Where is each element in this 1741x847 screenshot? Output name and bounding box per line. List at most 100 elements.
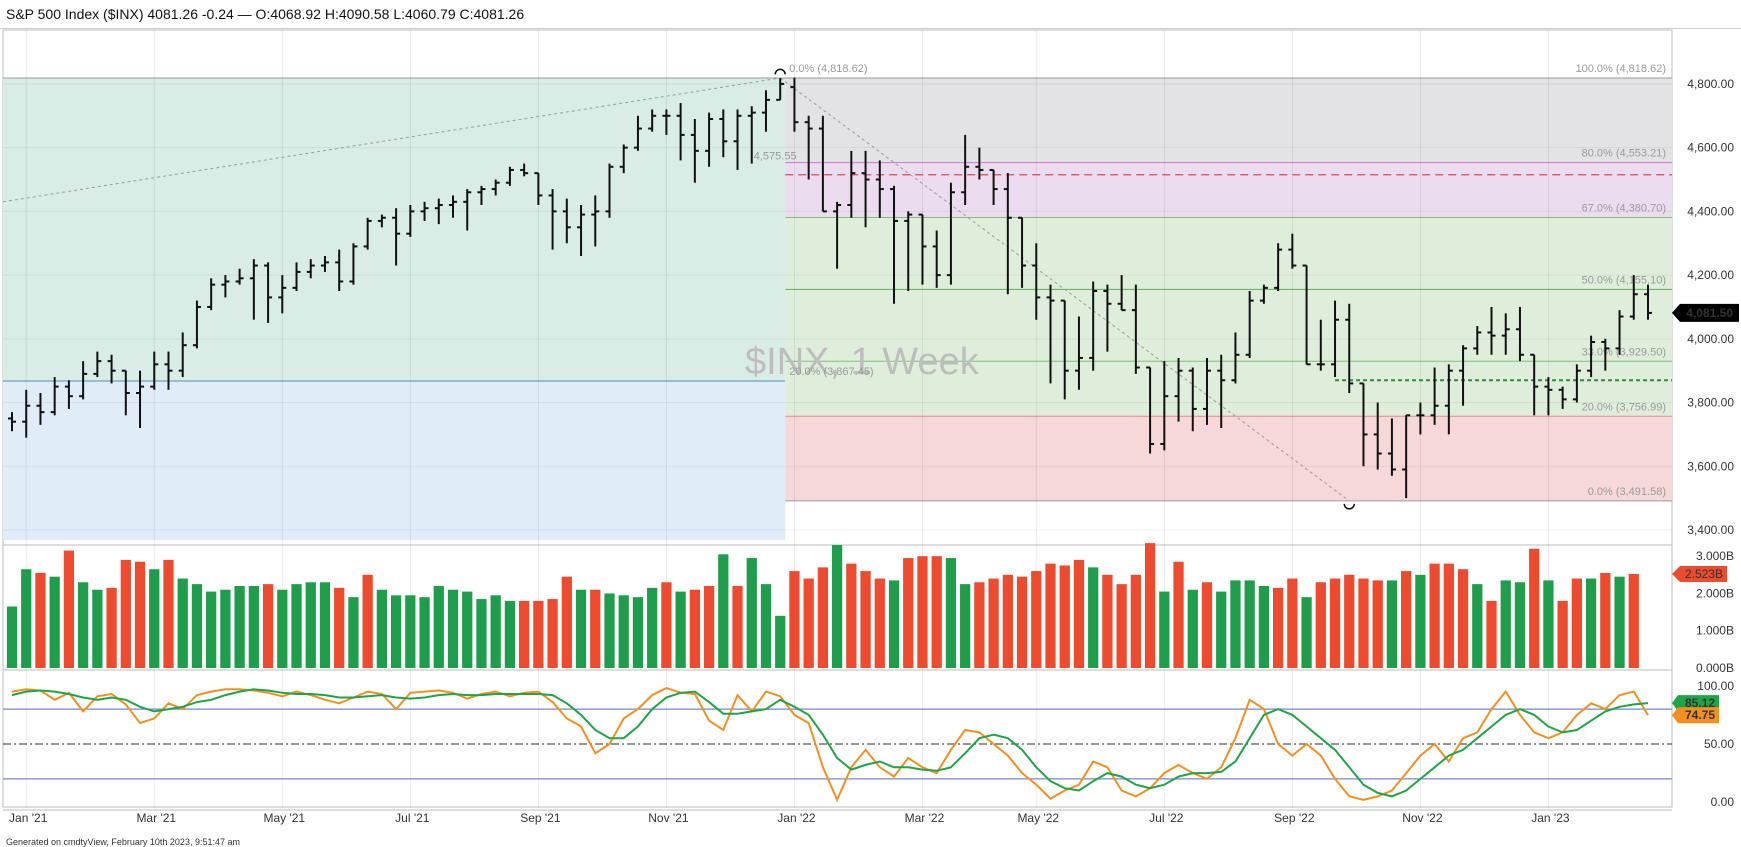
volume-bar: [860, 571, 871, 668]
ohlc-bar: [1316, 319, 1325, 371]
volume-bar: [1159, 591, 1170, 668]
retracement-zone-up-lower: [3, 381, 786, 540]
ohlc-bar: [178, 332, 187, 378]
volume-axis-tick: 0.000B: [1696, 661, 1734, 675]
ohlc-bar: [818, 115, 827, 213]
volume-bar: [1016, 576, 1028, 668]
volume-bar: [419, 597, 430, 668]
volume-bar: [1472, 584, 1483, 668]
retracement-zone-down: [785, 289, 1672, 362]
ohlc-bar: [1131, 284, 1140, 374]
volume-bar: [1486, 600, 1497, 668]
volume-bar: [206, 591, 217, 668]
volume-bar: [960, 584, 971, 668]
ohlc-bar: [1302, 264, 1311, 366]
volume-bar: [789, 571, 800, 668]
ohlc-bar: [705, 112, 714, 167]
volume-bar: [760, 584, 772, 668]
volume-bar: [1628, 573, 1639, 668]
volume-bar: [134, 561, 146, 668]
ohlc-bar: [520, 163, 529, 177]
ohlc-bar: [591, 195, 600, 247]
retracement-label: 80.0% (4,553.21): [1582, 148, 1666, 160]
volume-bar: [462, 591, 473, 668]
volume-bar: [1244, 580, 1255, 668]
ohlc-bar: [918, 213, 927, 285]
volume-bar: [305, 582, 316, 668]
ohlc-bar: [861, 150, 870, 228]
ohlc-bar: [8, 412, 16, 432]
ohlc-bar: [150, 351, 159, 390]
ohlc-bar: [1359, 382, 1368, 467]
volume-bar: [362, 574, 373, 668]
volume-axis-tick: 2.000B: [1696, 586, 1734, 600]
ohlc-bar: [1231, 332, 1240, 384]
time-axis-tick: Jan '21: [9, 811, 48, 825]
time-axis-tick: Nov '22: [1402, 811, 1443, 825]
ohlc-bar: [164, 351, 173, 390]
volume-bar: [1230, 580, 1241, 668]
ohlc-bar: [449, 195, 458, 218]
retracement-zone-down: [785, 162, 1672, 218]
volume-bar: [220, 589, 231, 668]
ohlc-bar: [264, 262, 273, 323]
price-axis-tick: 4,000.00: [1687, 332, 1734, 346]
time-axis-tick: Nov '21: [648, 811, 689, 825]
ohlc-bar: [136, 370, 145, 429]
ohlc-bar: [761, 90, 770, 132]
volume-bar: [390, 595, 402, 668]
ohlc-bar: [562, 198, 571, 244]
volume-bar: [1273, 587, 1284, 668]
volume-bar: [1443, 563, 1454, 668]
retracement-label: 0.0% (4,818.62): [789, 63, 867, 75]
ohlc-bar: [1288, 233, 1297, 269]
volume-bar: [348, 597, 359, 668]
volume-bar: [888, 580, 900, 668]
volume-bar: [917, 556, 928, 668]
ohlc-bar: [463, 189, 472, 231]
price-axis-tick: 4,600.00: [1687, 141, 1734, 155]
volume-bar: [163, 559, 174, 668]
ohlc-bar: [662, 109, 671, 135]
chart-canvas[interactable]: $INX, 1 Week 0.0% (4,818.62) 20.0% (3,867.…: [0, 28, 1741, 835]
volume-bar: [504, 600, 516, 668]
volume-bar: [92, 589, 103, 668]
price-axis-tick: 4,400.00: [1687, 204, 1734, 218]
time-axis-tick: Jul '22: [1149, 811, 1184, 825]
ohlc-bar: [64, 380, 73, 409]
volume-bar: [1557, 600, 1568, 668]
generated-footer: Generated on cmdtyView, February 10th 20…: [6, 837, 240, 847]
stochastic-axis-tick: 100.00: [1697, 679, 1734, 693]
retracement-zone-down: [785, 77, 1672, 163]
volume-bar: [547, 599, 558, 668]
volume-bar: [1358, 578, 1369, 668]
ohlc-bar: [1117, 275, 1126, 312]
volume-bar: [931, 556, 942, 668]
volume-bar: [1102, 574, 1113, 668]
volume-bar: [604, 593, 615, 668]
ohlc-bar: [1644, 284, 1652, 320]
ohlc-bar: [1174, 357, 1183, 422]
ohlc-bar: [505, 166, 514, 186]
ohlc-bar: [420, 201, 429, 221]
swing-high-marker: [774, 68, 786, 75]
volume-bar: [1571, 578, 1582, 668]
ohlc-bar: [50, 377, 59, 416]
volume-bar: [903, 558, 914, 668]
ohlc-bar: [875, 160, 884, 218]
ohlc-bar: [349, 243, 358, 285]
volume-bar: [1415, 574, 1426, 668]
volume-bar: [675, 591, 686, 668]
ohlc-bar: [1331, 300, 1340, 378]
volume-axis-tick: 3.000B: [1696, 549, 1734, 563]
ohlc-bar: [1046, 284, 1055, 384]
volume-bar: [149, 569, 160, 668]
volume-bar: [1386, 580, 1398, 668]
ohlc-bar: [1060, 299, 1069, 400]
ohlc-bar: [676, 103, 685, 161]
volume-bar: [732, 586, 743, 668]
stochastic-d-line: [11, 688, 1649, 798]
volume-bar: [1073, 559, 1085, 668]
ohlc-bar: [306, 259, 315, 279]
volume-bar: [262, 584, 274, 668]
